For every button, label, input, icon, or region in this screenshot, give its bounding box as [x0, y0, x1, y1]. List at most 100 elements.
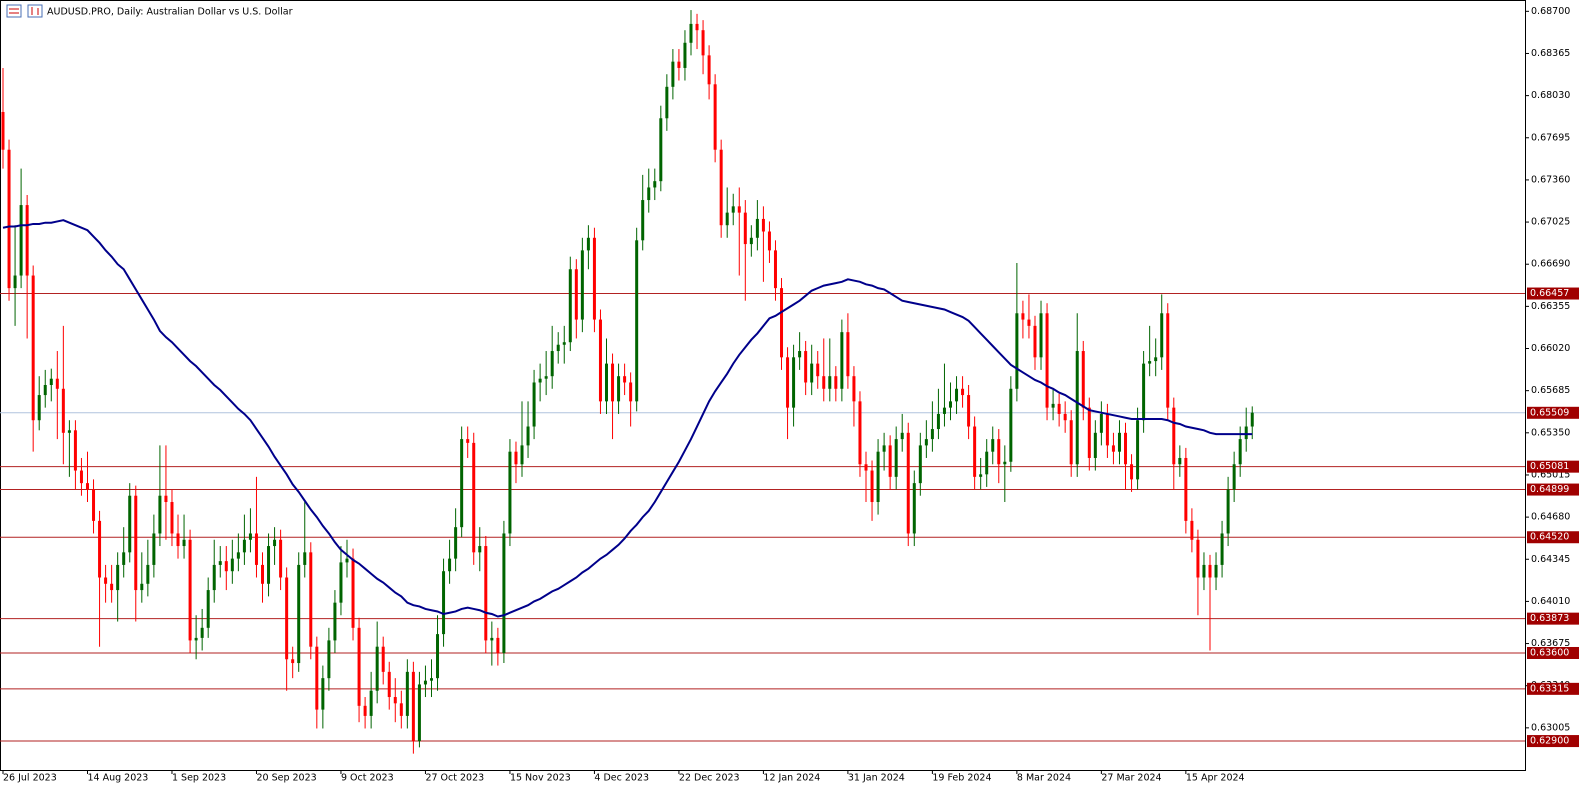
x-tick-label: 20 Sep 2023	[256, 773, 316, 784]
candle-body	[1015, 313, 1019, 389]
candle-body	[1208, 564, 1212, 578]
plot-frame	[0, 0, 1526, 771]
candle-body	[7, 149, 11, 289]
candle-body	[1111, 445, 1115, 452]
candle-body	[478, 546, 482, 553]
candle-body	[1124, 432, 1128, 465]
candle-body	[1009, 388, 1013, 462]
candle-body	[677, 61, 681, 68]
price-label: 0.64899	[1530, 484, 1569, 495]
candle-body	[761, 218, 765, 232]
icon-list[interactable]	[6, 4, 22, 18]
candle-body	[520, 445, 524, 465]
candle-body	[1166, 313, 1170, 408]
candle-body	[73, 430, 77, 471]
y-tick-label: 0.63005	[1531, 722, 1570, 733]
candle-body	[731, 206, 735, 213]
candle-body	[906, 432, 910, 534]
candle-body	[1172, 407, 1176, 465]
x-tick-label: 1 Sep 2023	[172, 773, 226, 784]
candle-body	[1093, 432, 1097, 458]
candle-body	[786, 357, 790, 408]
candle-body	[719, 149, 723, 226]
candle-body	[230, 558, 234, 572]
candle-body	[629, 382, 633, 402]
x-tick-label: 26 Jul 2023	[3, 773, 57, 784]
candle-body	[321, 678, 325, 710]
price-label: 0.62900	[1530, 736, 1569, 747]
x-tick-label: 22 Dec 2023	[679, 773, 740, 784]
candle-body	[303, 552, 307, 565]
candle-body	[206, 590, 210, 628]
candle-body	[387, 671, 391, 698]
candle-body	[665, 86, 669, 119]
candle-body	[369, 690, 373, 716]
price-label-box	[1527, 612, 1579, 625]
candle-body	[248, 533, 252, 540]
candle-body	[472, 442, 476, 553]
icon-chart[interactable]	[27, 4, 43, 18]
candle-body	[122, 552, 126, 565]
y-tick-label: 0.68365	[1531, 48, 1570, 59]
candle-body	[448, 558, 452, 572]
candle-body	[1142, 363, 1146, 421]
candle-body	[924, 439, 928, 446]
candle-body	[55, 378, 59, 389]
candle-body	[580, 250, 584, 320]
candle-body	[713, 84, 717, 150]
candle-body	[116, 564, 120, 591]
candle-body	[236, 552, 240, 559]
candle-body	[653, 181, 657, 188]
candle-body	[810, 363, 814, 383]
candle-body	[79, 470, 83, 484]
candle-body	[598, 319, 602, 402]
candle-body	[508, 451, 512, 534]
candle-body	[309, 552, 313, 647]
candle-body	[454, 527, 458, 559]
candle-body	[617, 376, 621, 402]
candle-body	[1178, 457, 1182, 465]
candle-body	[846, 332, 850, 377]
candle-body	[188, 539, 192, 641]
candle-body	[918, 445, 922, 484]
candle-body	[164, 495, 168, 503]
candle-body	[574, 269, 578, 320]
candle-body	[273, 539, 277, 547]
x-tick-label: 14 Aug 2023	[87, 773, 148, 784]
candle-body	[1003, 461, 1007, 465]
candle-body	[261, 564, 265, 584]
candle-body	[333, 602, 337, 641]
candle-body	[1105, 413, 1109, 446]
candle-body	[1160, 313, 1164, 358]
candle-body	[267, 546, 271, 584]
y-tick-label: 0.64345	[1531, 554, 1570, 565]
candle-body	[357, 627, 361, 706]
x-tick-label: 27 Oct 2023	[425, 773, 484, 784]
candle-body	[991, 439, 995, 452]
candle-body	[1051, 403, 1055, 408]
candle-body	[315, 646, 319, 710]
candle-body	[828, 376, 832, 389]
candle-body	[852, 376, 856, 402]
candle-body	[345, 558, 349, 563]
candle-body	[134, 495, 138, 591]
candle-body	[436, 634, 440, 679]
candle-body	[822, 376, 826, 389]
candle-body	[442, 571, 446, 635]
candle-body	[393, 697, 397, 704]
candle-body	[200, 627, 204, 638]
candle-body	[1075, 351, 1079, 465]
candle-body	[98, 520, 102, 578]
candle-body	[900, 432, 904, 440]
candle-body	[538, 378, 542, 383]
candle-body	[176, 533, 180, 547]
price-label: 0.65509	[1530, 407, 1569, 418]
candle-body	[1244, 426, 1248, 440]
candle-body	[351, 558, 355, 628]
candle-body	[297, 564, 301, 664]
y-tick-label: 0.65350	[1531, 427, 1570, 438]
candle-body	[327, 640, 331, 679]
candle-body	[417, 684, 421, 742]
candle-body	[1033, 325, 1037, 358]
